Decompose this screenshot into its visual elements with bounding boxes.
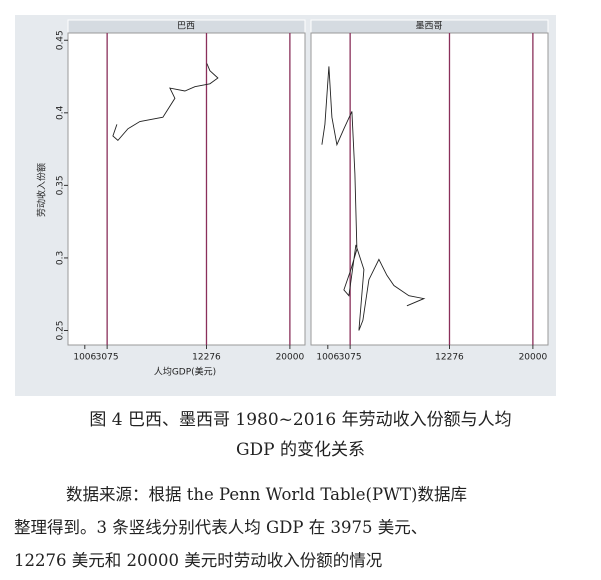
y-tick-label: 0.45 bbox=[56, 30, 66, 50]
data-line bbox=[112, 63, 219, 142]
caption-line: GDP 的变化关系 bbox=[235, 440, 366, 460]
caption: 图 4 巴西、墨西哥 1980~2016 年劳动收入份额与人均 GDP 的变化关… bbox=[0, 405, 601, 465]
note: 数据来源：根据 the Penn World Table(PWT)数据库 整理得… bbox=[14, 478, 594, 577]
panel-title: 巴西 bbox=[177, 21, 195, 32]
note-line: 整理得到。3 条竖线分别代表人均 GDP 在 3975 美元、 bbox=[14, 518, 428, 537]
data-line bbox=[321, 66, 426, 331]
note-line: 数据来源：根据 the Penn World Table(PWT)数据库 bbox=[66, 485, 467, 504]
x-tick-label: 1006 bbox=[316, 353, 339, 363]
y-tick-label: 0.25 bbox=[56, 320, 66, 340]
x-axis-label: 人均GDP(美元) bbox=[154, 366, 216, 378]
y-tick-label: 0.4 bbox=[56, 105, 66, 120]
note-line: 12276 美元和 20000 美元时劳动收入份额的情况 bbox=[14, 551, 383, 570]
x-tick-label: 1006 bbox=[73, 353, 96, 363]
x-tick-label: 20000 bbox=[276, 353, 305, 363]
caption-line: 图 4 巴西、墨西哥 1980~2016 年劳动收入份额与人均 bbox=[89, 410, 512, 430]
y-tick-label: 0.3 bbox=[56, 251, 66, 265]
plot-area bbox=[310, 32, 549, 346]
x-tick-label: 20000 bbox=[519, 353, 548, 363]
plot-area bbox=[67, 32, 306, 346]
x-tick-label: 12276 bbox=[435, 353, 464, 363]
x-tick-label: 3075 bbox=[96, 353, 119, 363]
y-tick-label: 0.35 bbox=[56, 175, 66, 195]
x-tick-label: 3075 bbox=[339, 353, 362, 363]
panel-title: 墨西哥 bbox=[415, 21, 442, 32]
y-axis-label: 劳动收入份额 bbox=[36, 163, 48, 217]
x-tick-label: 12276 bbox=[192, 353, 221, 363]
